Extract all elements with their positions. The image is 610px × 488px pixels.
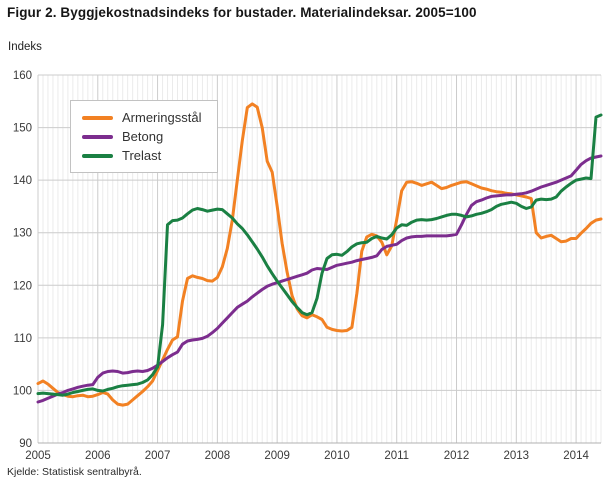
betong-line-swatch (82, 134, 113, 139)
source-note: Kjelde: Statistisk sentralbyrå. (7, 466, 142, 478)
x-axis-tick-label: 2011 (384, 450, 409, 462)
x-axis-tick-label: 2010 (324, 450, 350, 462)
legend-item-betong: Betong (82, 127, 201, 146)
legend-label-armeringsstal: Armeringsstål (122, 110, 202, 125)
legend-item-armeringsstal: Armeringsstål (82, 108, 201, 127)
x-axis-tick-label: 2012 (444, 450, 470, 462)
y-axis-tick-label: 120 (13, 280, 32, 292)
series-line-trelast (36, 113, 603, 397)
y-axis-tick-label: 140 (13, 175, 32, 187)
trelast-line-swatch (82, 153, 113, 158)
legend-label-trelast: Trelast (122, 148, 162, 163)
y-axis-tick-label: 150 (13, 123, 32, 135)
chart-title: Figur 2. Byggjekostnadsindeks for bustad… (7, 5, 477, 20)
x-axis-tick-label: 2013 (504, 450, 530, 462)
legend-label-betong: Betong (122, 129, 164, 144)
legend: Armeringsstål Betong Trelast (70, 100, 219, 173)
y-axis-tick-label: 90 (19, 438, 32, 450)
y-axis-tick-label: 110 (14, 333, 32, 345)
y-axis-unit-label: Indeks (8, 41, 42, 53)
x-axis-tick-label: 2014 (563, 450, 589, 462)
x-axis-tick-label: 2005 (25, 450, 51, 462)
y-axis-tick-label: 130 (13, 228, 32, 240)
series-line-armeringsstl (36, 102, 603, 407)
legend-item-trelast: Trelast (82, 146, 201, 165)
x-axis-tick-label: 2009 (264, 450, 290, 462)
x-axis-tick-label: 2008 (205, 450, 231, 462)
y-axis-tick-label: 100 (13, 385, 32, 397)
armeringsstal-line-swatch (82, 115, 113, 120)
series-line-betong (36, 154, 603, 404)
x-axis-tick-label: 2006 (85, 450, 111, 462)
y-axis-tick-label: 160 (13, 70, 32, 82)
x-axis-tick-label: 2007 (145, 450, 171, 462)
